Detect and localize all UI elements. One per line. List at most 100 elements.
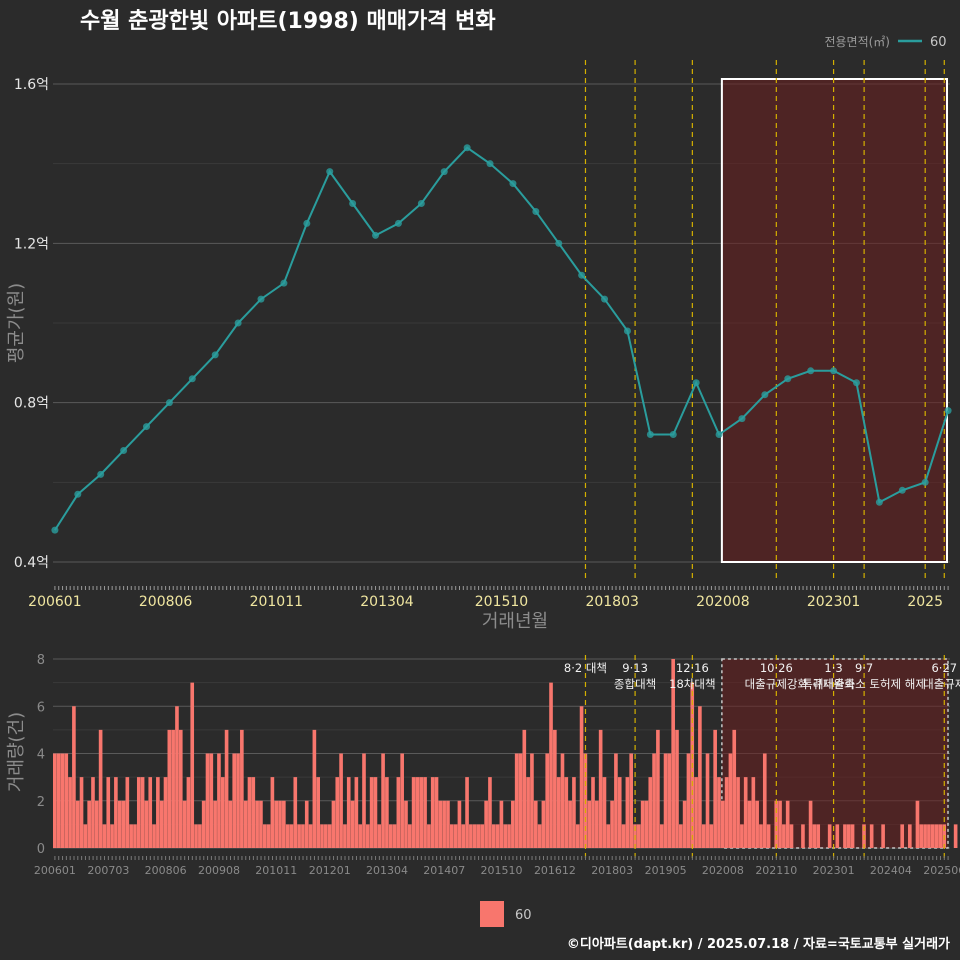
volume-bar <box>205 753 210 848</box>
volume-bar <box>694 777 698 848</box>
x-tick-label: 200806 <box>139 594 193 610</box>
volume-bar <box>927 824 931 848</box>
x-tick-label: 202404 <box>870 864 912 877</box>
volume-bar <box>259 800 263 848</box>
policy-annotation: 6·27 <box>931 661 957 675</box>
y-tick-label: 1.6억 <box>14 77 49 93</box>
volume-bar <box>491 824 496 848</box>
volume-bar <box>827 824 832 848</box>
y-axis-title: 평균가(원) <box>6 283 27 363</box>
volume-bar <box>533 800 538 848</box>
volume-bar <box>698 706 702 848</box>
volume-bar <box>915 800 920 848</box>
volume-bar <box>598 729 603 848</box>
volume-bar <box>808 800 813 848</box>
x-tick-label: 200601 <box>28 594 81 610</box>
price-point <box>372 231 380 239</box>
volume-bar <box>182 800 187 848</box>
price-point <box>257 295 265 303</box>
volume-bar <box>385 777 389 848</box>
price-point <box>898 486 906 494</box>
volume-bar <box>835 824 840 848</box>
volume-bar <box>312 729 317 848</box>
x-tick-label: 201201 <box>309 864 351 877</box>
volume-bar <box>327 824 332 848</box>
volume-bar <box>675 729 679 848</box>
x-tick-label: 202301 <box>813 864 855 877</box>
volume-bar <box>659 824 664 848</box>
volume-bar <box>938 824 943 848</box>
volume-bar <box>614 753 618 848</box>
policy-annotation: 대출규제강화 <box>745 677 809 691</box>
y-axis-title: 거래량(건) <box>6 712 27 792</box>
volume-bar <box>75 800 80 848</box>
price-point <box>944 407 952 415</box>
volume-bar <box>919 824 924 848</box>
volume-bar <box>224 729 229 848</box>
volume-bar <box>923 824 927 848</box>
volume-bar <box>449 824 454 848</box>
volume-bar <box>606 824 611 848</box>
volume-bar <box>717 777 721 848</box>
volume-bar <box>213 800 217 848</box>
y-tick-label: 6 <box>37 700 45 715</box>
volume-bar <box>228 800 233 848</box>
volume-bar <box>724 777 729 848</box>
y-tick-label: 8 <box>37 653 45 668</box>
volume-bar <box>766 824 771 848</box>
volume-bar <box>625 777 630 848</box>
volume-bar <box>167 729 172 848</box>
volume-bar <box>522 729 527 848</box>
price-point <box>417 200 425 207</box>
volume-bar <box>591 777 595 848</box>
x-tick-label: 200601 <box>34 864 76 877</box>
volume-bar <box>98 729 103 848</box>
volume-bar <box>148 777 153 848</box>
price-point <box>623 327 631 335</box>
policy-annotation: 8·2 대책 <box>564 661 607 675</box>
volume-bar <box>129 824 133 848</box>
price-point <box>784 375 792 383</box>
price-point <box>326 168 334 176</box>
volume-bar <box>678 824 683 848</box>
volume-bar <box>564 777 569 848</box>
x-tick-label: 201304 <box>360 594 414 610</box>
volume-bar <box>812 824 817 848</box>
volume-bar <box>587 800 592 848</box>
volume-bar <box>255 800 259 848</box>
volume-bar <box>480 824 485 848</box>
volume-bar <box>930 824 935 848</box>
volume-bar <box>365 824 370 848</box>
legend-title: 전용면적(㎡) <box>824 35 890 49</box>
y-tick-label: 0 <box>37 842 45 857</box>
price-point <box>97 470 105 478</box>
volume-bar <box>144 800 149 848</box>
price-point <box>349 200 357 207</box>
volume-bar <box>60 753 65 848</box>
volume-bar <box>354 777 359 848</box>
volume-bar <box>621 824 626 848</box>
volume-bar <box>274 800 279 848</box>
price-point <box>120 446 128 454</box>
volume-bar <box>243 800 248 848</box>
volume-bar <box>545 753 550 848</box>
x-tick-label: 202506 <box>923 864 960 877</box>
volume-bar <box>163 777 168 848</box>
price-point <box>692 379 700 387</box>
volume-bar <box>778 800 782 848</box>
volume-bar <box>201 800 206 848</box>
x-tick-label: 201612 <box>534 864 576 877</box>
volume-bar <box>732 729 737 848</box>
volume-panel: 0 2 4 6 8 8·2 대책 9·13 종합대책 12·16 18차대책 10·26 대출규제강화… <box>6 653 960 877</box>
volume-bar <box>324 824 328 848</box>
volume-bar <box>484 800 488 848</box>
volume-bar <box>346 777 351 848</box>
volume-bar <box>511 800 515 848</box>
price-point <box>74 490 82 498</box>
volume-bar <box>220 777 225 848</box>
x-tick-label: 201304 <box>366 864 408 877</box>
y-tick-label: 0.8억 <box>14 396 49 412</box>
highlight-region <box>720 78 948 563</box>
volume-bar <box>56 753 61 848</box>
volume-bar <box>530 753 534 848</box>
